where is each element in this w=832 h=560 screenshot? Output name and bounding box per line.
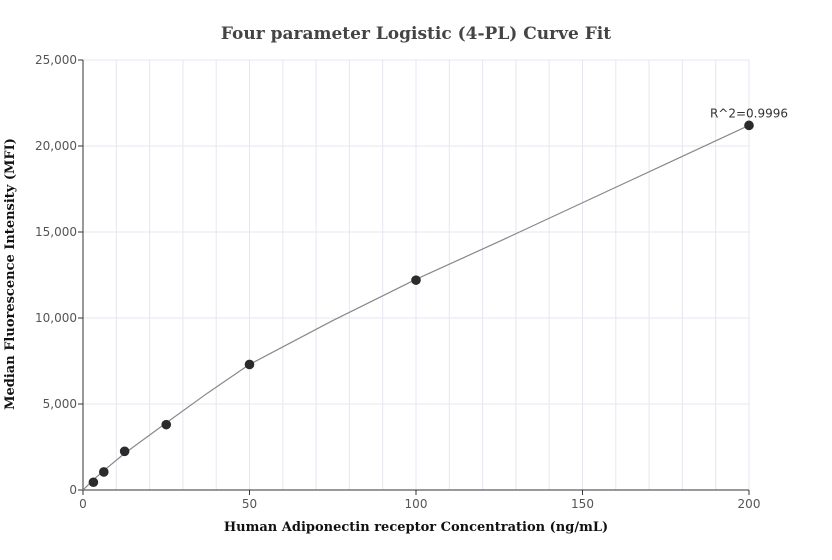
y-tick-label: 20,000 <box>35 139 77 153</box>
r-squared-annotation: R^2=0.9996 <box>710 106 788 120</box>
x-tick-label: 200 <box>738 497 761 511</box>
grid <box>83 59 750 490</box>
x-tick-label: 150 <box>571 497 594 511</box>
data-point <box>411 275 421 285</box>
data-points <box>88 120 754 488</box>
y-tick-label: 0 <box>69 483 77 497</box>
y-axis-label: Median Fluorescence Intensity (MFI) <box>3 138 18 410</box>
y-tick-label: 5,000 <box>43 397 77 411</box>
y-tick-label: 15,000 <box>35 225 77 239</box>
data-point <box>119 446 130 457</box>
y-tick-label: 25,000 <box>35 53 77 67</box>
data-point <box>88 477 99 488</box>
x-axis-label: Human Adiponectin receptor Concentration… <box>224 520 608 535</box>
data-point <box>244 359 255 370</box>
data-point <box>161 419 172 430</box>
x-tick-label: 50 <box>242 497 257 511</box>
axes <box>78 59 750 495</box>
x-tick-label: 100 <box>405 497 428 511</box>
tick-labels: 0 5,000 10,000 15,000 20,000 25,000 0 50 100 150 2… <box>35 53 760 511</box>
chart-title: Four parameter Logistic (4-PL) Curve Fit <box>221 24 611 44</box>
y-tick-label: 10,000 <box>35 311 77 325</box>
data-point <box>744 120 754 131</box>
data-point <box>99 467 109 477</box>
x-tick-label: 0 <box>79 497 87 511</box>
